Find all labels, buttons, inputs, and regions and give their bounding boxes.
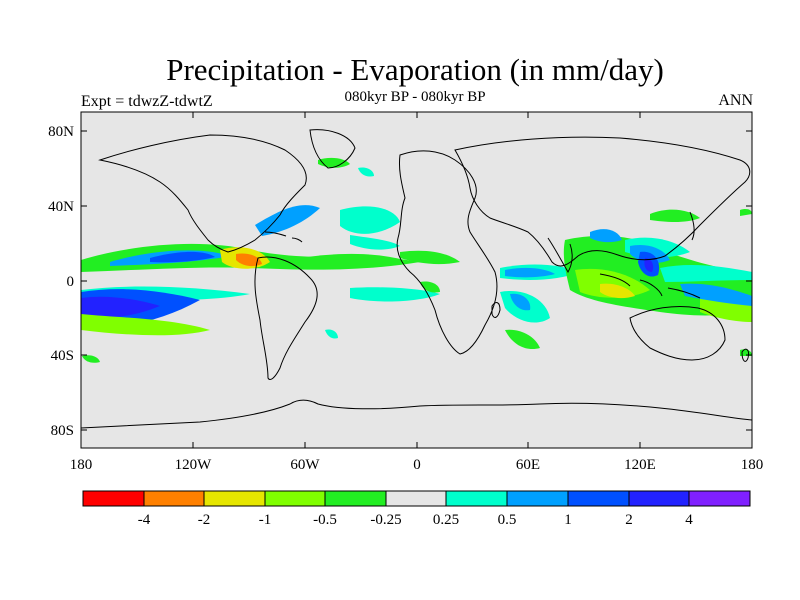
contour-green	[505, 329, 540, 350]
contour-darkblue	[150, 251, 215, 263]
colorbar-bin	[446, 491, 507, 506]
plot-title: Precipitation - Evaporation (in mm/day)	[166, 52, 664, 87]
lon-label-120e: 120E	[624, 457, 656, 473]
contour-fields	[81, 157, 752, 363]
contour-blue	[255, 205, 320, 236]
colorbar-label: -2	[198, 512, 211, 528]
experiment-label: Expt = tdwzZ-tdwtZ	[81, 93, 213, 110]
caribbean-islands	[264, 231, 303, 243]
contour-green	[420, 281, 440, 293]
lat-label-0: 0	[67, 274, 75, 290]
contour-cyan	[350, 287, 440, 302]
colorbar-bin	[386, 491, 446, 506]
colorbar-label: 4	[685, 512, 693, 528]
colorbar-bin	[204, 491, 265, 506]
lon-tick-marks	[80, 112, 753, 448]
contour-yellow	[600, 283, 635, 299]
contour-green	[650, 209, 700, 222]
contour-blue	[680, 283, 752, 306]
contour-darkblue	[644, 258, 654, 272]
lat-label-80n: 80N	[48, 124, 74, 140]
colorbar-label: -0.5	[313, 512, 337, 528]
madagascar-coast	[491, 302, 501, 318]
colorbar-label: -1	[259, 512, 272, 528]
contour-cyan	[340, 206, 400, 234]
colorbar-label: 2	[625, 512, 633, 528]
colorbar-bin	[629, 491, 689, 506]
lat-label-40n: 40N	[48, 199, 74, 215]
colorbar-bin	[144, 491, 204, 506]
contour-blue	[510, 293, 531, 311]
lon-label-120w: 120W	[175, 457, 213, 473]
contour-green	[740, 209, 752, 216]
new-zealand-coast	[741, 348, 749, 362]
south-america-coast	[254, 256, 318, 381]
greenland-coast	[309, 129, 356, 169]
colorbar-bin	[568, 491, 629, 506]
colorbar-bin	[265, 491, 325, 506]
contour-cyan	[358, 167, 374, 177]
colorbar-label: -4	[138, 512, 151, 528]
colorbar-label: 0.5	[498, 512, 517, 528]
colorbar-bin	[325, 491, 386, 506]
colorbar-bin	[507, 491, 568, 506]
india-coast	[547, 237, 573, 273]
coastlines	[81, 129, 752, 429]
lat-label-80s: 80S	[51, 423, 74, 439]
season-label: ANN	[718, 92, 753, 109]
contour-green	[318, 157, 350, 168]
lon-label-0: 0	[413, 457, 421, 473]
contour-green	[575, 268, 650, 298]
contour-green	[82, 355, 100, 363]
contour-blue	[590, 229, 622, 243]
colorbar-label: 1	[564, 512, 572, 528]
lat-tick-marks	[81, 130, 752, 431]
indonesia-coast	[599, 273, 701, 299]
colorbar-label: -0.25	[370, 512, 401, 528]
contour-cyan	[660, 265, 752, 282]
contour-green	[300, 253, 410, 269]
contour-green	[400, 250, 460, 265]
japan-coast	[689, 211, 695, 241]
contour-cyan	[350, 235, 400, 250]
lon-label-60w: 60W	[290, 457, 320, 473]
colorbar-label: 0.25	[433, 512, 459, 528]
colorbar-bin	[83, 491, 144, 506]
contour-darkblue	[81, 296, 160, 318]
colorbar-bin	[689, 491, 750, 506]
lon-label-60e: 60E	[516, 457, 540, 473]
asia-coast	[454, 136, 751, 267]
colorbar: -4 -2 -1 -0.5 -0.25 0.25 0.5 1 2 4	[82, 490, 751, 528]
plot-subtitle: 080kyr BP - 080kyr BP	[344, 89, 486, 105]
contour-cyan	[325, 329, 338, 339]
antarctica-coast	[81, 399, 752, 429]
lon-label-180e: 180	[741, 457, 764, 473]
europe-africa-coast	[396, 150, 498, 355]
contour-blue	[505, 267, 555, 278]
lon-label-180w: 180	[70, 457, 93, 473]
contour-green	[81, 314, 210, 336]
north-america-coast	[98, 134, 307, 253]
contour-orange	[236, 253, 262, 267]
australia-coast	[629, 305, 726, 361]
lat-label-40s: 40S	[51, 348, 74, 364]
